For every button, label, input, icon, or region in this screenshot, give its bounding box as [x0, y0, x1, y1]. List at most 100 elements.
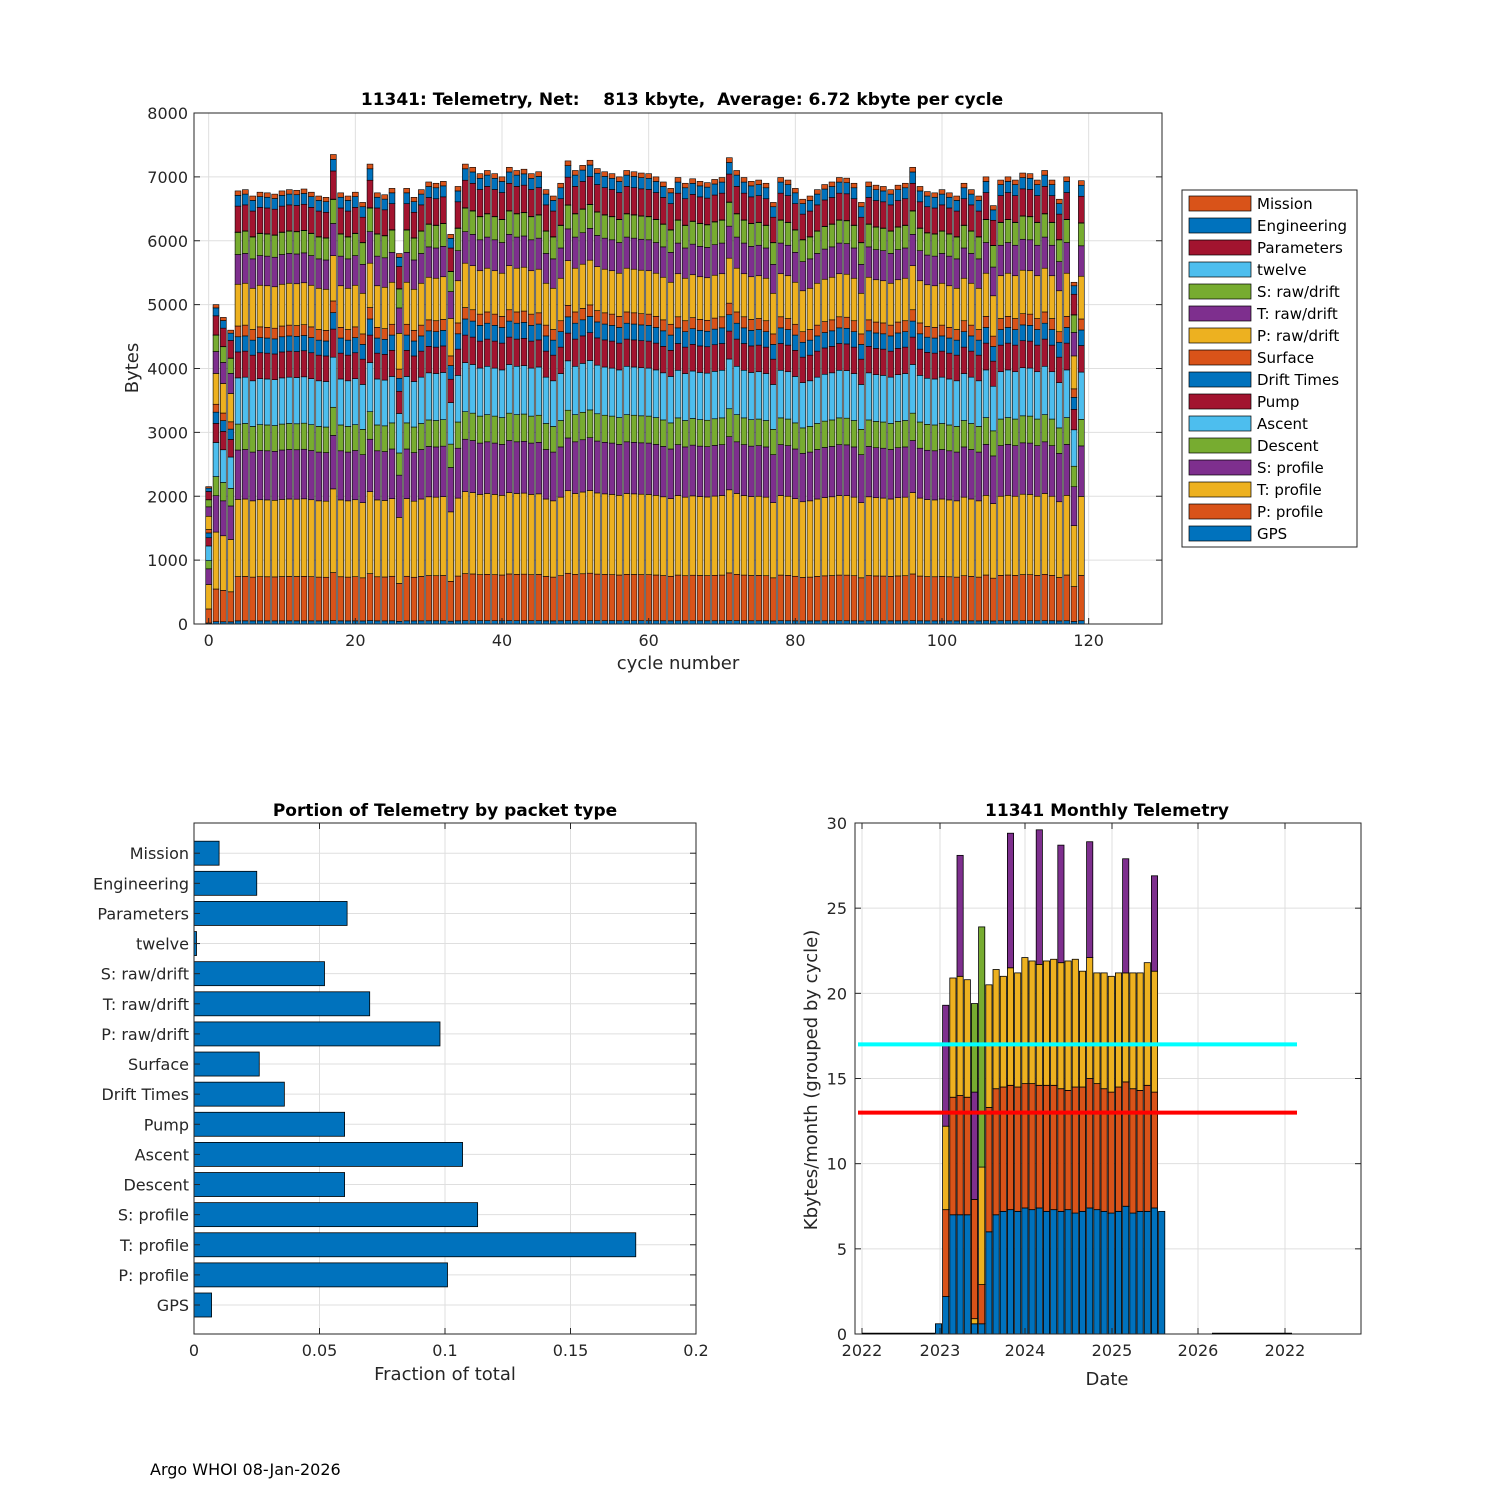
bar-segment	[866, 446, 872, 496]
month-bar-segment	[1058, 963, 1064, 1089]
bar-segment	[572, 175, 578, 186]
bar-segment	[382, 287, 388, 328]
bar-segment	[873, 322, 879, 333]
bar-segment	[308, 192, 314, 196]
bar-segment	[1027, 368, 1033, 416]
bar-segment	[748, 372, 754, 419]
bar-segment	[345, 237, 351, 259]
bar-segment	[572, 323, 578, 339]
bar-segment	[741, 418, 747, 445]
bar-segment	[228, 340, 234, 358]
bar-segment	[690, 183, 696, 194]
bar-segment	[895, 185, 901, 189]
bar-segment	[272, 287, 278, 328]
bar-segment	[631, 367, 637, 415]
bar-segment	[521, 174, 527, 185]
bar-segment	[631, 313, 637, 324]
bar-segment	[382, 577, 388, 621]
bar-segment	[550, 211, 556, 237]
bar-segment	[1042, 175, 1048, 186]
bar-segment	[1020, 416, 1026, 443]
bar-segment	[206, 569, 212, 585]
bar-segment	[675, 317, 681, 328]
bar-segment	[946, 577, 952, 621]
bar-segment	[536, 574, 542, 620]
bar-segment	[932, 379, 938, 425]
bar-segment	[411, 341, 417, 356]
bar-segment	[682, 183, 688, 188]
bar-segment	[382, 339, 388, 354]
bar-segment	[484, 268, 490, 312]
bar-segment	[382, 452, 388, 501]
month-bar-segment	[1058, 1089, 1064, 1212]
bar-segment	[682, 576, 688, 621]
bar-segment	[440, 319, 446, 330]
bar-segment	[646, 575, 652, 621]
bar-segment	[822, 348, 828, 374]
bar-segment	[242, 231, 248, 253]
bar-segment	[968, 351, 974, 377]
bar-segment	[748, 497, 754, 576]
bar-segment	[528, 189, 534, 216]
bar-segment	[462, 574, 468, 621]
bar-segment	[316, 259, 322, 288]
bar-segment	[880, 281, 886, 323]
month-bar-segment	[964, 1097, 970, 1215]
bar-segment	[976, 330, 982, 341]
category-label: Descent	[123, 1176, 189, 1195]
bar-segment	[455, 375, 461, 422]
bar-segment	[250, 288, 256, 329]
bar-segment	[484, 366, 490, 414]
bar-segment	[213, 496, 219, 532]
bar-segment	[616, 327, 622, 343]
bar-segment	[660, 187, 666, 198]
bar-segment	[587, 360, 593, 409]
bar-segment	[572, 493, 578, 574]
month-bar-segment	[964, 980, 970, 1098]
bar-segment	[506, 413, 512, 440]
bar-segment	[580, 492, 586, 574]
bar-segment	[206, 516, 212, 529]
bar-segment	[851, 199, 857, 225]
bar-segment	[990, 504, 996, 579]
bar-segment	[213, 477, 219, 496]
bar-segment	[785, 196, 791, 223]
bar-segment	[492, 341, 498, 368]
bar-segment	[873, 190, 879, 201]
bar-segment	[1012, 330, 1018, 346]
bar-segment	[1005, 575, 1011, 621]
bar-segment	[954, 355, 960, 381]
bar-segment	[763, 199, 769, 225]
bar-segment	[272, 194, 278, 198]
bar-segment	[228, 330, 234, 333]
month-bar-segment	[1000, 1211, 1006, 1334]
bar-segment	[792, 204, 798, 230]
bar-segment	[528, 325, 534, 341]
bar-segment	[455, 422, 461, 448]
bar-segment	[602, 172, 608, 177]
bar-segment	[910, 493, 916, 574]
bar-segment	[763, 183, 769, 188]
bar-segment	[294, 326, 300, 337]
bar-segment	[521, 493, 527, 574]
bar-segment	[301, 189, 307, 193]
bar-segment	[426, 373, 432, 420]
bar-segment	[844, 496, 850, 575]
bar-segment	[976, 259, 982, 288]
bar-segment	[961, 248, 967, 278]
bar-segment	[220, 421, 226, 432]
bar-segment	[924, 424, 930, 450]
bar-segment	[631, 442, 637, 494]
chart-title-br: 11341 Monthly Telemetry	[985, 801, 1229, 821]
tick-label-y: 8000	[147, 104, 188, 123]
bar-segment	[257, 285, 263, 327]
bar-segment	[543, 336, 549, 351]
bar-segment	[756, 196, 762, 223]
bar-segment	[374, 338, 380, 353]
bar-segment	[624, 442, 630, 494]
bar-segment	[499, 273, 505, 316]
bar-segment	[308, 425, 314, 451]
bar-segment	[682, 199, 688, 225]
bar-segment	[983, 220, 989, 243]
bar-segment	[814, 194, 820, 205]
